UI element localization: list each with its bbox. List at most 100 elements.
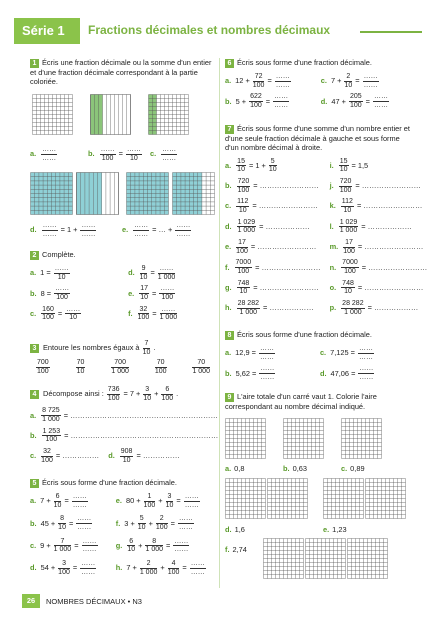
shaded-cells [80, 172, 85, 215]
fraction: ………… [133, 222, 150, 238]
item: c. 112 10 = …………………… [225, 196, 322, 216]
item: b.…… 100 =…… 10 [88, 144, 144, 164]
denominator: …… [184, 501, 199, 509]
item-label: d. [319, 368, 327, 378]
numerator: …… [189, 560, 206, 569]
instruction: 9 L'aire totale d'un carré vaut 1. Colori… [225, 392, 411, 411]
numerator: 70 [75, 359, 86, 369]
numerator: 28 282 [341, 300, 365, 309]
item-label: l. [329, 221, 334, 231]
exercise-7: 7 Écris sous forme d'une somme d'un nombr… [225, 124, 427, 319]
item-list: a. 12,9 =………… b. 5,62 =………… c. 7,125 =………… d. 4… [225, 343, 411, 384]
denominator: …… [274, 102, 289, 110]
fraction: 6 10 [127, 538, 136, 554]
text: 47,06 = [330, 368, 356, 378]
item-label: a. [225, 348, 232, 358]
numerator: 3 [143, 386, 152, 395]
numerator: 112 [236, 198, 250, 207]
denominator: 100 [344, 268, 356, 276]
numerator: …… [80, 222, 97, 231]
item: i. 15 10 = 1,5 [330, 156, 429, 176]
numerator: 1 029 [338, 218, 359, 228]
denominator: 100 [155, 524, 168, 532]
decimal-value: 0,63 [292, 464, 307, 473]
text: = 1 + [248, 160, 266, 170]
denominator: 10 [238, 206, 247, 214]
denominator: 1 000 [192, 368, 210, 376]
denominator: …… [260, 374, 275, 382]
exercise-number: 1 [30, 59, 39, 68]
numerator: 700 [111, 359, 129, 369]
item: a. 7 +6 10 =………… [30, 491, 108, 511]
item-label: f. [128, 308, 133, 318]
exercise-2: 2 Complète. a. 1 =…… 10 b. 8 =…… 100 c. 160 100 =……… [30, 250, 216, 324]
text: 7 + [40, 496, 51, 506]
denominator: 1 000 [145, 546, 164, 554]
fraction: 908 10 [119, 448, 134, 464]
text: = …………………… [361, 262, 428, 272]
denominator: 1 000 [339, 227, 358, 235]
fraction: ………… [357, 345, 374, 361]
item: d. 9 10 =…… 1 000 [128, 263, 216, 283]
denominator: 100 [252, 81, 265, 89]
item: d. 54 +3 100 =………… [30, 558, 108, 578]
text: = ……………… [259, 221, 310, 231]
fraction: 15 10 [236, 158, 246, 174]
numerator: …… [258, 345, 275, 354]
denominator: …… [178, 524, 193, 532]
text: = [152, 288, 157, 298]
item-label: c. [319, 348, 327, 358]
item-label: n. [329, 262, 337, 272]
item-label: d. [225, 221, 232, 231]
numerator: 7 [142, 340, 151, 349]
grid-figure [225, 418, 266, 459]
numerator: 6 [161, 386, 174, 395]
numerator: 7 [53, 538, 72, 547]
instruction: 1 Écris une fraction décimale ou la somme… [30, 58, 216, 87]
item-label: b. [30, 518, 37, 528]
item: c. 7,125 =………… [320, 343, 411, 363]
numerator: 2 [155, 515, 168, 525]
fraction: 6 100 [161, 386, 174, 402]
numerator: …… [54, 285, 71, 295]
denominator: 100 [250, 102, 262, 110]
denominator: …… [373, 102, 388, 110]
numerator: 160 [41, 305, 55, 315]
denominator: 10 [165, 501, 174, 509]
text: = [355, 76, 360, 86]
text: = …………………… [252, 201, 318, 211]
fraction: 70 10 [75, 359, 86, 375]
text: 5,62 = [235, 368, 257, 378]
item-label: f. [115, 518, 121, 528]
item-label: c. [341, 464, 348, 473]
denominator: 100 [42, 314, 54, 322]
item: o. 748 10 = …………………… [330, 278, 429, 298]
exercise-8: 8 Écris sous forme d'une fraction décimal… [225, 330, 411, 384]
denominator: 100 [143, 501, 156, 509]
fraction: 2 100 [155, 515, 168, 532]
fraction: 700 1 000 [111, 359, 129, 375]
item: c. 0,89 [341, 462, 365, 475]
shaded-cells [90, 94, 95, 135]
numerator: 15 [338, 157, 349, 167]
numerator: …… [161, 146, 178, 155]
text: 54 + [40, 563, 56, 573]
text: 12 + [235, 76, 250, 86]
denominator: 100 [137, 314, 150, 322]
item: k. 112 10 = …………………… [330, 196, 429, 216]
denominator: …… [190, 568, 205, 576]
text: = [74, 540, 79, 550]
numerator: 70 [192, 359, 210, 369]
fraction: 6 10 [53, 493, 62, 509]
fraction: …… 100 [54, 285, 71, 301]
text: = [68, 518, 74, 528]
exercise-number: 7 [225, 125, 234, 134]
numerator: …… [71, 493, 88, 502]
numerator: 7000 [341, 259, 359, 269]
numerator: …… [177, 515, 194, 525]
item: d. 47 +205 100 =………… [321, 91, 411, 111]
fraction: 15 10 [338, 157, 349, 174]
grid-figure [341, 418, 382, 459]
